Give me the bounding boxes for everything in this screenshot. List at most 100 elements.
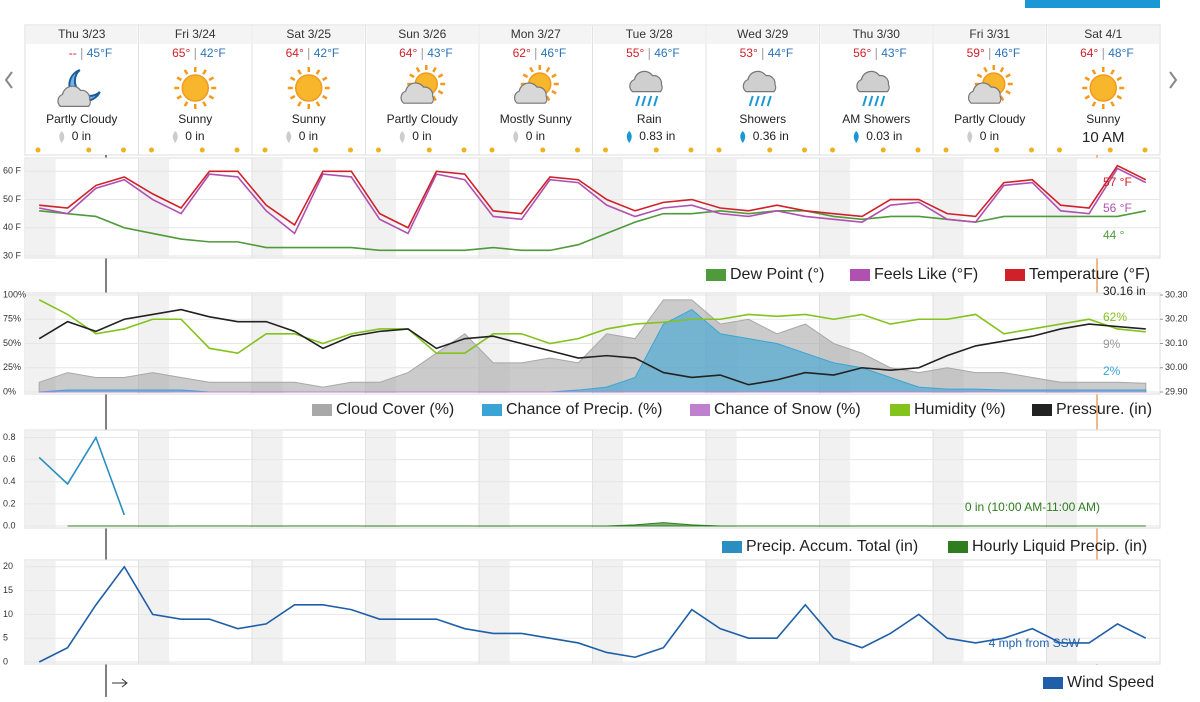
y-tick-label: 100% (3, 289, 26, 299)
night-band (592, 159, 624, 257)
night-band (138, 431, 170, 527)
scroll-arrow-head (121, 678, 128, 688)
y2-tick-label: 30.30 (1165, 289, 1188, 299)
legend-label: Cloud Cover (%) (336, 401, 454, 418)
cloud (629, 70, 663, 93)
sun-marker (767, 147, 773, 153)
drop-icon (59, 131, 65, 143)
night-band (25, 561, 56, 663)
day-date-bg (480, 26, 592, 44)
day-low: 48°F (1108, 46, 1133, 60)
rain-drop (760, 95, 766, 107)
y2-tick-label: 29.90 (1165, 386, 1188, 396)
y-tick-label: 0.4 (3, 476, 16, 486)
night-band (819, 431, 851, 527)
legend-label: Temperature (°F) (1029, 266, 1150, 283)
day-date: Wed 3/29 (737, 27, 788, 41)
y-tick-label: 5 (3, 633, 8, 643)
annotation: 44 ° (1103, 228, 1125, 242)
sun-marker (461, 147, 467, 153)
y-tick-label: 30 F (3, 250, 22, 260)
night-band (706, 561, 737, 663)
y-tick-label: 0 (3, 656, 8, 666)
sun-marker (653, 147, 659, 153)
sun-marker (880, 147, 886, 153)
day-high: 62° (513, 46, 531, 60)
day-low: 45°F (87, 46, 112, 60)
top-button[interactable] (1025, 0, 1160, 8)
day-condition: Sunny (292, 112, 326, 126)
sun-marker (915, 147, 921, 153)
day-precip: 0 in (980, 129, 999, 143)
sun-marker (575, 147, 580, 153)
rain-drop (641, 95, 647, 107)
night-band (252, 561, 283, 663)
next-arrow[interactable] (1169, 71, 1178, 89)
day-condition: Partly Cloudy (46, 112, 117, 126)
night-band (819, 561, 851, 663)
day-date-bg (1047, 26, 1159, 44)
day-date-bg (139, 26, 251, 44)
day-date-bg (366, 26, 478, 44)
sun-ray (1005, 73, 1011, 79)
sun-marker (489, 147, 495, 153)
night-band (479, 159, 510, 257)
night-band (365, 431, 397, 527)
day-low: 46°F (995, 46, 1020, 60)
drop-icon (626, 131, 632, 143)
sun-ray (289, 94, 296, 100)
day-high: 53° (740, 46, 758, 60)
legend-swatch (1032, 404, 1052, 416)
legend-swatch (706, 269, 726, 281)
y-tick-label: 25% (3, 362, 21, 372)
night-band (592, 561, 624, 663)
rain-drop (874, 95, 880, 107)
prev-arrow[interactable] (4, 71, 13, 89)
sun-ray (545, 66, 551, 73)
sun-ray (1110, 69, 1115, 75)
night-band (138, 159, 170, 257)
sun-ray (432, 95, 437, 102)
day-date: Tue 3/28 (626, 27, 673, 41)
legend-swatch (948, 541, 968, 553)
day-low: 44°F (768, 46, 793, 60)
sun-ray (529, 66, 534, 73)
day-date: Fri 3/24 (175, 27, 216, 41)
sun-ray (999, 66, 1005, 73)
y-tick-label: 0.2 (3, 498, 16, 508)
sun-ray (437, 89, 444, 95)
sun-ray (983, 66, 988, 73)
sun-marker (540, 147, 546, 153)
day-low: 43°F (427, 46, 452, 60)
series-line (38, 299, 1146, 355)
series-line (38, 308, 1146, 386)
day-date: Mon 3/27 (511, 27, 561, 41)
current-time: 10 AM (1082, 129, 1125, 146)
legend-swatch (312, 404, 332, 416)
legend-label: Precip. Accum. Total (in) (746, 538, 918, 555)
day-low: 42°F (314, 46, 339, 60)
sun-ray (183, 69, 189, 75)
annotation: 57 °F (1103, 175, 1132, 189)
sun-ray (208, 94, 215, 100)
y-tick-label: 15 (3, 585, 13, 595)
annotation: 62% (1103, 310, 1127, 324)
rain-drop (880, 95, 886, 107)
sun-marker (994, 147, 1000, 153)
y-tick-label: 10 (3, 609, 13, 619)
day-date: Sat 3/25 (286, 27, 331, 41)
day-date-bg (820, 26, 932, 44)
y-tick-label: 50 F (3, 194, 22, 204)
day-precip: 0 in (72, 129, 91, 143)
day-precip: 0 in (299, 129, 318, 143)
sun-marker (262, 147, 268, 153)
sun-ray (183, 101, 189, 107)
night-band (365, 561, 397, 663)
day-condition: Mostly Sunny (500, 112, 572, 126)
sun-ray (1116, 94, 1123, 100)
sun-ray (409, 73, 415, 79)
sun-ray (1091, 101, 1097, 107)
night-band (933, 561, 964, 663)
night-band (138, 561, 170, 663)
sun-ray (321, 76, 328, 82)
